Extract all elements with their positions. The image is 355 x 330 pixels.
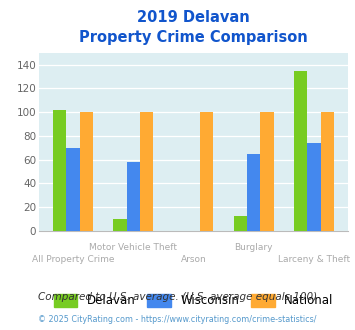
Bar: [113, 219, 127, 231]
Bar: [260, 112, 274, 231]
Bar: [53, 110, 66, 231]
Bar: [80, 112, 93, 231]
Text: Larceny & Theft: Larceny & Theft: [278, 255, 350, 264]
Text: © 2025 CityRating.com - https://www.cityrating.com/crime-statistics/: © 2025 CityRating.com - https://www.city…: [38, 315, 317, 324]
Bar: [247, 154, 260, 231]
Text: Motor Vehicle Theft: Motor Vehicle Theft: [89, 244, 177, 252]
Text: Arson: Arson: [181, 255, 206, 264]
Bar: [200, 112, 213, 231]
Bar: [140, 112, 153, 231]
Bar: [234, 215, 247, 231]
Text: All Property Crime: All Property Crime: [32, 255, 114, 264]
Legend: Delavan, Wisconsin, National: Delavan, Wisconsin, National: [54, 294, 333, 307]
Bar: [66, 148, 80, 231]
Bar: [307, 143, 321, 231]
Bar: [321, 112, 334, 231]
Title: 2019 Delavan
Property Crime Comparison: 2019 Delavan Property Crime Comparison: [79, 10, 308, 45]
Bar: [127, 162, 140, 231]
Text: Burglary: Burglary: [234, 244, 273, 252]
Text: Compared to U.S. average. (U.S. average equals 100): Compared to U.S. average. (U.S. average …: [38, 292, 317, 302]
Bar: [294, 71, 307, 231]
